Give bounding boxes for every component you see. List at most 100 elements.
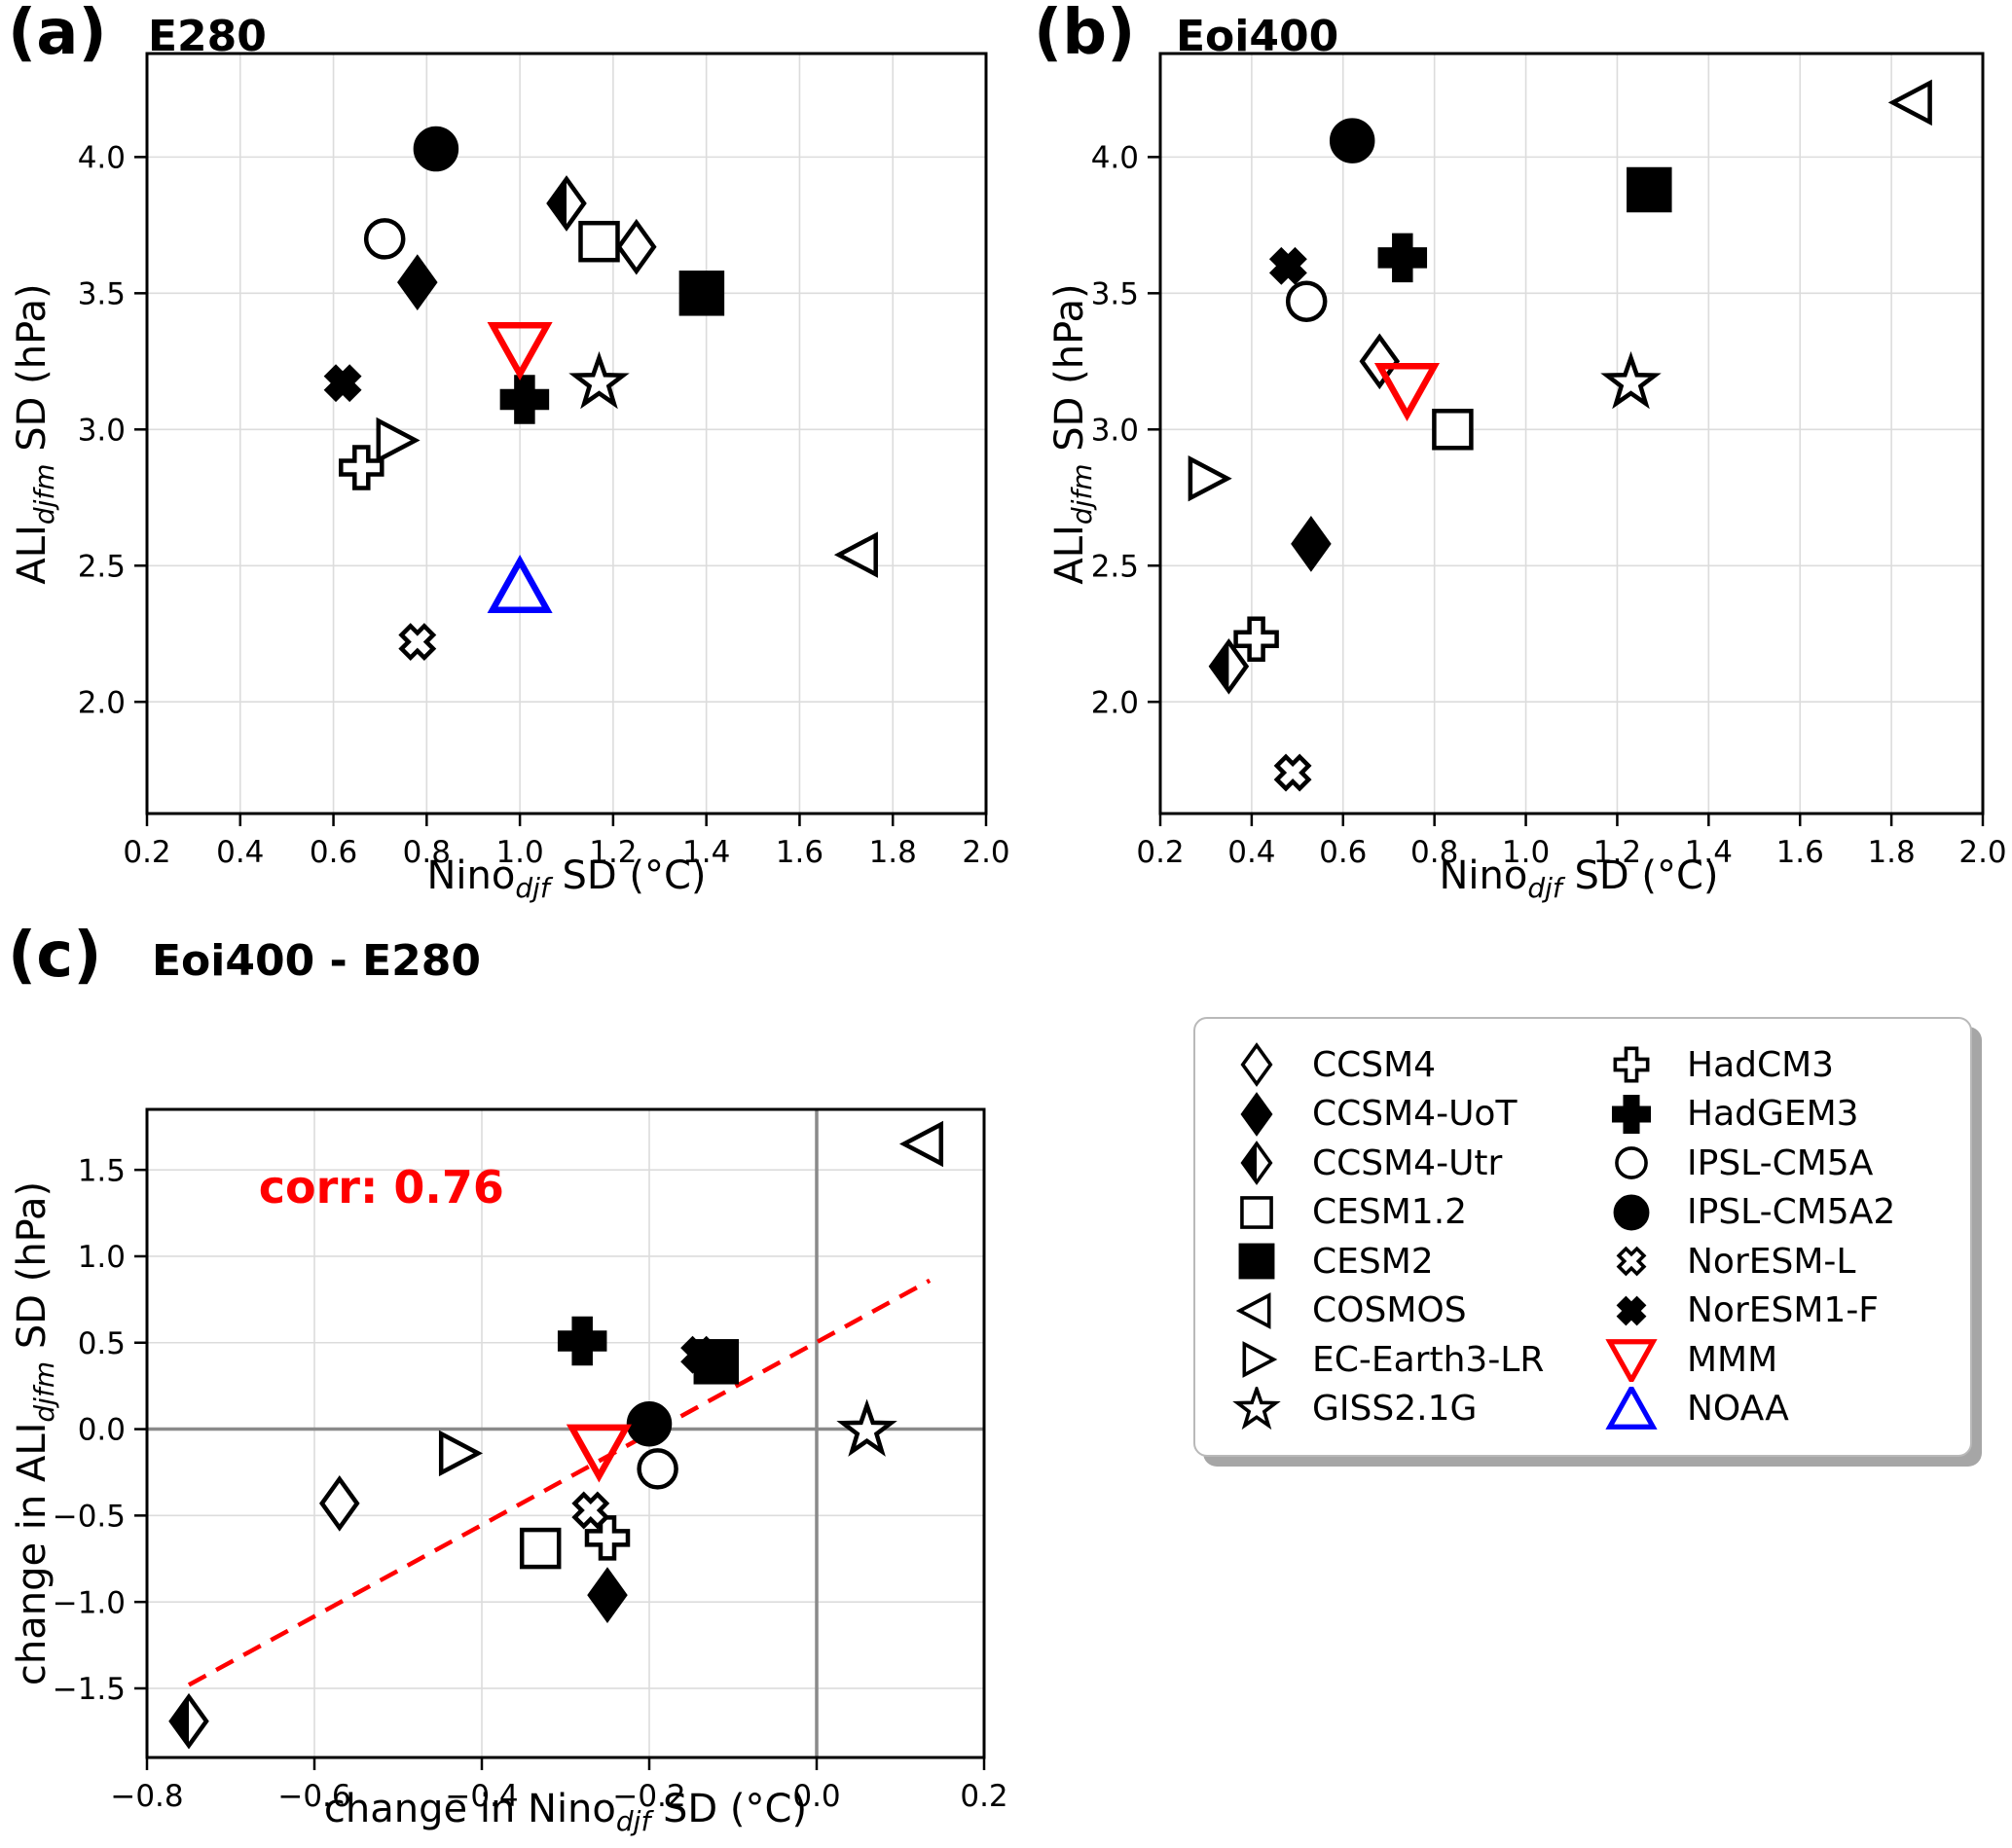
legend-label: NorESM-L: [1687, 1241, 1856, 1282]
point-hadcm3: [584, 1515, 631, 1561]
tick-label-y: 1.5: [78, 1153, 126, 1188]
legend-marker-triangle-right: [1242, 1341, 1278, 1379]
panel-a-ylabel: ALIdjfm SD (hPa): [10, 283, 60, 585]
tick-label-x: 1.0: [1502, 835, 1550, 870]
legend-marker-glyph: [1616, 1295, 1647, 1326]
legend-marker-glyph: [1616, 1246, 1647, 1277]
legend-marker-glyph: [1615, 1146, 1648, 1180]
legend-label: IPSL-CM5A2: [1687, 1192, 1896, 1233]
point-ccsm4-uot: [1291, 516, 1332, 572]
point-ipsl-cm5a: [637, 1448, 678, 1490]
point-ipsl-cm5a2: [413, 126, 459, 172]
legend-label: CESM2: [1312, 1241, 1434, 1282]
legend-marker-glyph: [1242, 1341, 1278, 1379]
legend-marker-circle: [1615, 1146, 1648, 1180]
point-ccsm4-uot: [397, 254, 438, 310]
legend-marker-plus: [1611, 1094, 1652, 1134]
tick-label-y: 3.5: [1091, 276, 1139, 311]
legend-marker-glyph: [1240, 1091, 1273, 1137]
legend-item-ccsm4: CCSM4: [1223, 1040, 1568, 1090]
tick-label-x: −0.8: [110, 1779, 183, 1814]
legend-label: CCSM4: [1312, 1044, 1437, 1085]
legend-item-cesm2: CESM2: [1223, 1237, 1568, 1286]
point-ccsm4: [319, 1475, 360, 1532]
legend-marker-circle: [1613, 1194, 1650, 1231]
point-cesm1-2: [578, 220, 620, 263]
panel-b-xlabel: Ninodjf SD (°C): [1439, 853, 1719, 904]
tick-label-x: 1.2: [589, 835, 637, 870]
tick-label-x: 1.0: [495, 835, 543, 870]
point-cesm2: [678, 271, 725, 316]
point-cesm2: [1627, 166, 1672, 213]
point-hadgem3: [1377, 233, 1428, 283]
legend-marker-glyph: [1240, 1195, 1273, 1229]
point-mmm: [487, 322, 553, 380]
point-cesm1-2: [519, 1527, 562, 1570]
point-cosmos: [1887, 79, 1932, 127]
tick-label-x: 0.2: [960, 1779, 1007, 1814]
point-noresm-l: [1273, 753, 1312, 792]
tick-label-x: 0.4: [1227, 835, 1275, 870]
tick-label-y: −1.0: [53, 1585, 126, 1620]
legend: CCSM4 CCSM4-UoT CCSM4-Utr CESM1.2 CESM2 COSMO…: [1193, 1017, 1972, 1457]
legend-marker-glyph: [1240, 1141, 1273, 1186]
point-mmm: [566, 1424, 632, 1483]
point-ccsm4: [616, 218, 657, 275]
point-ccsm4: [1359, 333, 1401, 390]
tick-label-y: −0.5: [53, 1500, 126, 1535]
legend-label: GISS2.1G: [1312, 1389, 1478, 1430]
legend-label: IPSL-CM5A: [1687, 1142, 1874, 1183]
point-ipsl-cm5a2: [1329, 118, 1375, 163]
legend-label: HadCM3: [1687, 1044, 1835, 1085]
corr-annotation: corr: 0.76: [259, 1161, 504, 1214]
panel-a-tag: (a): [8, 0, 107, 69]
tick-label-x: 1.8: [1867, 835, 1915, 870]
tick-label-y: 4.0: [78, 141, 126, 176]
tick-label-x: 1.8: [869, 835, 917, 870]
legend-item-ccsm4-utr: CCSM4-Utr: [1223, 1139, 1568, 1188]
tick-label-x: 1.4: [1685, 835, 1733, 870]
tick-label-x: 0.8: [1410, 835, 1458, 870]
legend-item-noaa: NOAA: [1597, 1385, 1943, 1434]
legend-item-mmm: MMM: [1597, 1335, 1943, 1385]
legend-marker-glyph: [1613, 1194, 1650, 1231]
tick-label-x: −0.6: [277, 1779, 350, 1814]
tick-label-x: 0.2: [123, 835, 170, 870]
tick-label-y: 4.0: [1091, 141, 1139, 176]
tick-label-y: 2.5: [78, 549, 126, 584]
legend-marker-triangle-left: [1235, 1291, 1271, 1329]
point-giss2-1g: [568, 350, 630, 410]
legend-label: NOAA: [1687, 1389, 1789, 1430]
tick-label-x: 2.0: [962, 835, 1009, 870]
legend-label: HadGEM3: [1687, 1094, 1859, 1135]
legend-label: NorESM1-F: [1687, 1290, 1880, 1331]
tick-label-x: 0.4: [216, 835, 264, 870]
panel-c: −0.8 −0.6 −0.4 −0.2 0.0 0.2 −1.5 −1.0 −0.5 0.0 0.5…: [53, 1107, 1008, 1814]
legend-marker-xcross: [1616, 1295, 1647, 1326]
legend-marker-square: [1238, 1243, 1275, 1280]
point-hadcm3: [1233, 616, 1279, 663]
legend-item-ipsl-cm5a2: IPSL-CM5A2: [1597, 1188, 1943, 1238]
legend-marker-glyph: [1613, 1046, 1650, 1083]
legend-item-ec-earth3-lr: EC-Earth3-LR: [1223, 1335, 1568, 1385]
legend-marker-triangle-up: [1605, 1386, 1658, 1430]
legend-item-ccsm4-uot: CCSM4-UoT: [1223, 1090, 1568, 1140]
point-ec-earth3-lr: [1188, 454, 1232, 502]
tick-label-x: 1.2: [1593, 835, 1641, 870]
legend-label: EC-Earth3-LR: [1312, 1339, 1545, 1380]
legend-marker-glyph: [1235, 1291, 1271, 1329]
point-ccsm4-uot: [587, 1567, 628, 1623]
point-ccsm4-utr: [168, 1692, 209, 1750]
legend-label: MMM: [1687, 1339, 1778, 1380]
legend-item-cesm1-2: CESM1.2: [1223, 1188, 1568, 1238]
axes-spines: [145, 52, 988, 815]
legend-label: COSMOS: [1312, 1290, 1467, 1331]
legend-marker-xcross: [1616, 1246, 1647, 1277]
point-noaa: [487, 555, 553, 613]
point-ipsl-cm5a: [1285, 280, 1328, 322]
tick-label-x: 0.2: [1136, 835, 1184, 870]
tick-label-y: 3.0: [78, 413, 126, 448]
tick-label-y: 3.0: [1091, 413, 1139, 448]
